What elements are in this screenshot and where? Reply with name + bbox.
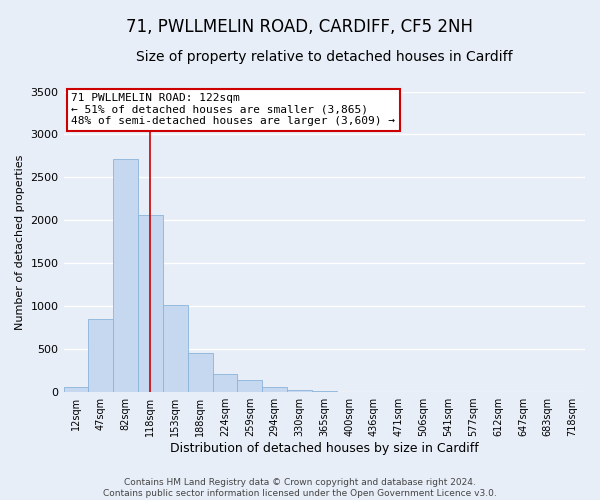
Bar bbox=[262, 388, 287, 392]
Bar bbox=[113, 158, 138, 392]
Bar bbox=[88, 319, 113, 392]
Bar bbox=[238, 380, 262, 392]
Y-axis label: Number of detached properties: Number of detached properties bbox=[15, 154, 25, 330]
Text: 71 PWLLMELIN ROAD: 122sqm
← 51% of detached houses are smaller (3,865)
48% of se: 71 PWLLMELIN ROAD: 122sqm ← 51% of detac… bbox=[71, 93, 395, 126]
Bar bbox=[138, 215, 163, 392]
Title: Size of property relative to detached houses in Cardiff: Size of property relative to detached ho… bbox=[136, 50, 512, 64]
Bar bbox=[312, 391, 337, 392]
Text: 71, PWLLMELIN ROAD, CARDIFF, CF5 2NH: 71, PWLLMELIN ROAD, CARDIFF, CF5 2NH bbox=[127, 18, 473, 36]
Bar bbox=[163, 306, 188, 392]
Bar bbox=[188, 353, 212, 392]
Bar bbox=[287, 390, 312, 392]
X-axis label: Distribution of detached houses by size in Cardiff: Distribution of detached houses by size … bbox=[170, 442, 479, 455]
Bar bbox=[212, 374, 238, 392]
Bar bbox=[64, 388, 88, 392]
Text: Contains HM Land Registry data © Crown copyright and database right 2024.
Contai: Contains HM Land Registry data © Crown c… bbox=[103, 478, 497, 498]
